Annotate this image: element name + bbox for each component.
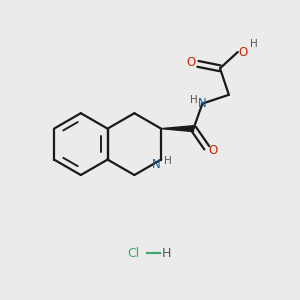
- Text: Cl: Cl: [128, 247, 140, 260]
- Text: H: H: [190, 95, 198, 105]
- Text: O: O: [238, 46, 247, 59]
- Text: N: N: [197, 97, 206, 110]
- Text: O: O: [187, 56, 196, 69]
- Polygon shape: [161, 126, 194, 132]
- Text: O: O: [208, 144, 218, 157]
- Text: H: H: [161, 247, 171, 260]
- Text: H: H: [250, 39, 258, 49]
- Text: H: H: [164, 156, 172, 166]
- Text: N: N: [152, 158, 160, 171]
